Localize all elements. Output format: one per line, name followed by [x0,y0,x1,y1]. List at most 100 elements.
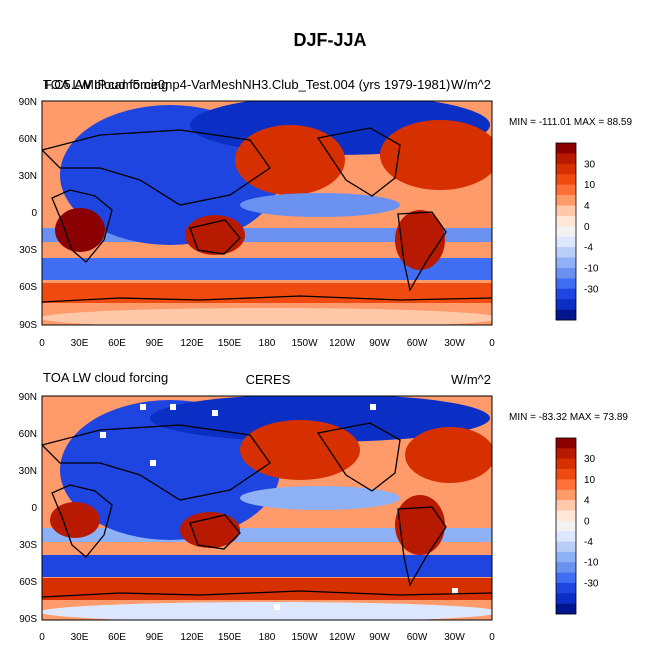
blob-equator-blue [240,486,400,510]
xtick-label: 90E [146,338,164,349]
colorbar-label: 10 [584,475,596,486]
xtick-label: 0 [489,632,495,643]
coast-antarctica [42,295,492,303]
coast-australia [189,514,241,550]
colorbar-swatch [556,520,576,532]
panel-model-units: W/m^2 [451,77,491,92]
coast-namerica [316,127,401,197]
colorbar-label: 4 [584,496,590,507]
xtick-label: 60E [108,632,126,643]
colorbar-label: 10 [584,180,596,191]
xtick-label: 60E [108,338,126,349]
colorbar-swatch [556,603,576,615]
colorbar-label: -30 [584,284,599,295]
panel-ceres-map [42,396,492,620]
panel-ceres-yticks: 90N 60N 30N 0 30S 60S 90S [19,392,38,625]
colorbar-swatch [556,469,576,480]
xtick-label: 0 [489,338,495,349]
colorbar-swatch [556,257,576,269]
colorbar-swatch [556,500,576,511]
ytick-label: 30N [19,171,37,182]
panel-model: TOA LW cloud forcing F.C5.AMIP.cam5.ne0n… [19,77,633,349]
colorbar-ceres: 30 10 4 0 -4 -10 -30 [555,437,599,615]
panel-ceres-xticks: 0 30E 60E 90E 120E 150E 180 150W 120W 90… [39,632,495,643]
coast-africa [51,189,113,263]
colorbar-swatch [556,205,576,217]
blob-australia-red [185,215,245,255]
colorbar-swatch [556,163,576,175]
xtick-label: 30W [444,338,465,349]
colorbar-swatch [556,551,576,563]
ytick-label: 0 [31,503,37,514]
blob-samerica-red [395,210,445,270]
colorbar-swatch [556,593,576,604]
colorbar-swatch [556,510,576,522]
colorbar-model: 30 10 4 0 -4 -10 -30 [555,142,599,321]
xtick-label: 0 [39,632,45,643]
ytick-label: 60N [19,429,37,440]
blob-samerica-red [395,495,445,555]
coast-eurasia [42,424,271,501]
colorbar-swatch [556,226,576,238]
ytick-label: 0 [31,208,37,219]
colorbar-swatch [556,489,576,501]
xtick-label: 120E [180,632,204,643]
xtick-label: 60W [407,338,428,349]
colorbar-label: 30 [584,159,596,170]
xtick-label: 90W [369,632,390,643]
missing-data-patch [150,460,156,466]
xtick-label: 90E [146,632,164,643]
ytick-label: 60S [19,282,37,293]
panel-ceres-stats: MIN = -83.32 MAX = 73.89 [509,412,628,423]
coast-namerica [316,422,401,492]
panel-model-title-left: TOA LW cloud forcing [43,77,168,92]
blob-atlantic-red [380,120,492,190]
colorbar-label: -10 [584,263,599,274]
colorbar-label: -4 [584,243,593,254]
xtick-label: 150W [291,632,318,643]
xtick-label: 30W [444,632,465,643]
band-south-red [42,578,492,600]
colorbar-label: -4 [584,537,593,548]
colorbar-swatch [556,458,576,470]
missing-data-patch [170,404,176,410]
colorbar-swatch [556,541,576,553]
panel-ceres-frame [41,395,493,621]
ytick-label: 30S [19,245,37,256]
colorbar-frame [555,437,577,615]
colorbar-swatch [556,309,576,321]
colorbar-swatch [556,448,576,460]
panel-ceres-units: W/m^2 [451,372,491,387]
panel-model-title-overlap: F.C5.AMIP.cam5.ne0np4-VarMeshNH3.Club_Te… [44,77,450,92]
band-south-red [42,283,492,303]
xtick-label: 150E [218,338,242,349]
ytick-label: 60S [19,577,37,588]
colorbar-swatch [556,267,576,279]
colorbar-label: 0 [584,222,590,233]
ytick-label: 90N [19,392,37,403]
missing-data-patch [140,404,146,410]
xtick-label: 60W [407,632,428,643]
panel-model-stats: MIN = -111.01 MAX = 88.59 [509,117,632,128]
colorbar-swatch [556,184,576,196]
xtick-label: 0 [39,338,45,349]
colorbar-label: 0 [584,516,590,527]
xtick-label: 180 [259,632,276,643]
blob-africa-red [50,502,100,538]
panel-ceres-coastlines [42,422,492,598]
blob-pacific-red [235,125,345,195]
blob-australia-red [180,512,240,548]
coast-australia [189,219,241,255]
missing-data-patch [370,404,376,410]
colorbar-swatch [556,438,576,449]
coast-africa [51,484,113,558]
coast-eurasia [42,129,271,206]
colorbar-swatch [556,572,576,584]
ytick-label: 90S [19,320,37,331]
colorbar-swatch [556,299,576,310]
panel-ceres: TOA LW cloud forcing CERES W/m^2 MIN = -… [19,370,629,643]
blob-atlantic-red [405,427,492,483]
blob-pacific-red [240,420,360,480]
colorbar-swatch [556,288,576,300]
